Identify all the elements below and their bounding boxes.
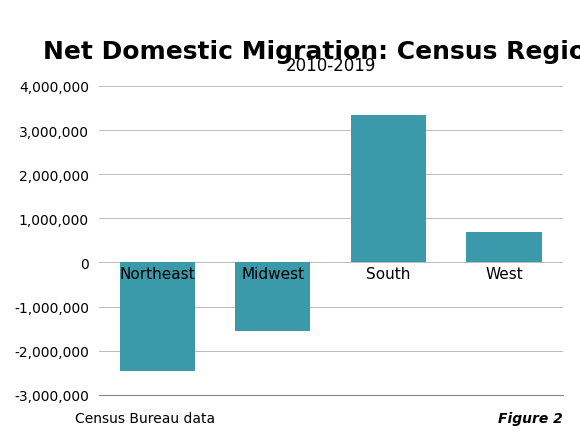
Text: Figure 2: Figure 2 — [498, 411, 563, 425]
Bar — [235, 263, 310, 331]
Bar — [351, 115, 426, 263]
Title: Net Domestic Migration: Census Regions: Net Domestic Migration: Census Regions — [43, 40, 580, 64]
Text: Northeast: Northeast — [119, 266, 195, 281]
Bar — [466, 232, 542, 263]
Text: 2010-2019: 2010-2019 — [285, 56, 376, 75]
Text: South: South — [366, 266, 411, 281]
Text: West: West — [485, 266, 523, 281]
Bar — [119, 263, 195, 371]
Text: Midwest: Midwest — [241, 266, 304, 281]
Text: Census Bureau data: Census Bureau data — [75, 411, 216, 425]
